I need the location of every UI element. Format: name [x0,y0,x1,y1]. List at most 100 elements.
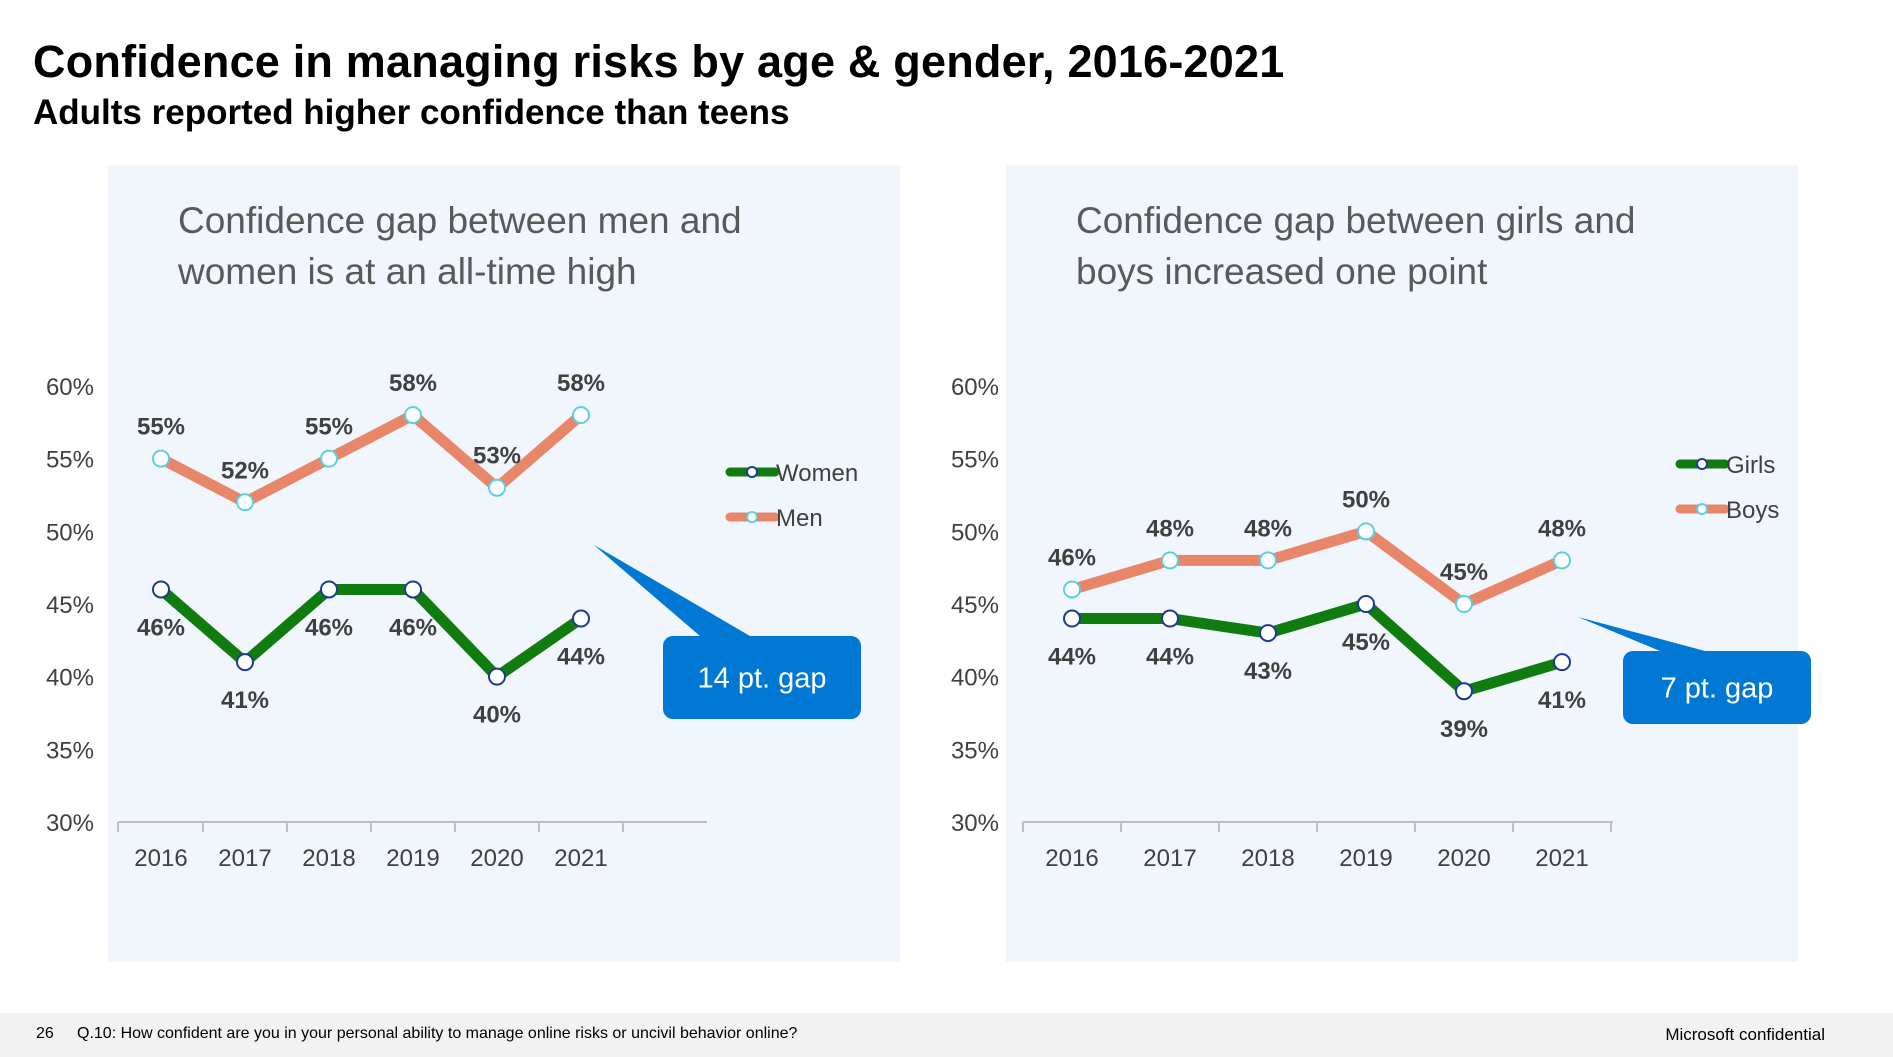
page-subtitle: Adults reported higher confidence than t… [33,93,790,132]
series-line-women [155,583,587,683]
data-label-men: 55% [305,414,353,441]
data-point-men [152,449,170,468]
data-point-boys [1063,580,1081,599]
data-label-boys: 45% [1440,559,1488,586]
data-label-women: 40% [473,702,521,729]
chart-title: Confidence gap between girls and boys in… [1076,200,1636,292]
x-tick-label: 2020 [470,845,523,872]
gap-callout-text: 7 pt. gap [1661,673,1774,705]
series-line-men [155,409,587,508]
data-point-boys [1455,595,1473,613]
y-tick-label: 35% [951,737,999,764]
y-tick-label: 30% [951,810,999,837]
legend-marker-men [746,511,758,523]
x-tick-label: 2020 [1437,845,1490,872]
data-point-men [236,493,254,512]
y-tick-label: 45% [951,592,999,619]
confidentiality-label: Microsoft confidential [1665,1025,1825,1044]
data-label-men: 58% [389,370,437,397]
data-label-women: 41% [221,687,269,714]
data-label-women: 46% [137,614,185,641]
y-tick-label: 55% [951,447,999,474]
y-tick-label: 45% [46,592,94,619]
series-line-girls [1066,598,1568,697]
data-label-girls: 44% [1048,644,1096,671]
page-title: Confidence in managing risks by age & ge… [33,36,1285,87]
x-tick-label: 2016 [134,845,187,872]
x-tick-label: 2019 [386,845,439,872]
x-tick-label: 2018 [302,845,355,872]
data-point-men [404,406,422,425]
data-label-women: 46% [389,614,437,641]
data-label-men: 53% [473,443,521,470]
data-point-women [320,580,338,599]
data-point-women [572,609,590,628]
data-point-girls [1063,609,1081,628]
x-tick-label: 2021 [1535,845,1588,872]
data-point-girls [1161,609,1179,628]
data-point-men [488,478,506,497]
x-tick-label: 2017 [218,845,271,872]
data-label-women: 44% [557,644,605,671]
data-label-girls: 41% [1538,687,1586,714]
x-tick-label: 2016 [1045,845,1098,872]
data-point-girls [1357,595,1375,613]
data-point-boys [1161,551,1179,570]
gap-callout [663,636,861,719]
chart-panel-adults: Confidence gap between men and women is … [108,165,900,962]
y-tick-label: 30% [46,810,94,837]
data-point-boys [1357,522,1375,541]
data-label-boys: 48% [1538,515,1586,542]
data-point-boys [1259,551,1277,570]
data-label-girls: 44% [1146,644,1194,671]
callout-pointer [1578,617,1705,651]
data-point-boys [1553,551,1571,570]
data-point-girls [1455,682,1473,701]
callout-pointer [594,545,750,636]
y-tick-label: 60% [46,374,94,401]
y-tick-label: 50% [46,519,94,546]
data-point-men [572,406,590,425]
data-label-men: 52% [221,457,269,484]
charts-canvas: 30% 35% 40% 45% 50% 55% 60% 2016 2017 2018 2019 202… [46,370,1811,872]
x-tick-label: 2018 [1241,845,1294,872]
y-tick-label: 35% [46,737,94,764]
footer: 26 Q.10: How confident are you in your p… [0,1013,1893,1057]
data-point-women [404,580,422,599]
series-line-boys [1066,525,1568,610]
data-label-women: 46% [305,614,353,641]
data-label-boys: 48% [1146,515,1194,542]
legend-label-girls: Girls [1726,452,1775,479]
survey-question: Q.10: How confident are you in your pers… [77,1025,798,1042]
data-point-women [236,653,254,672]
data-label-girls: 45% [1342,629,1390,656]
legend-label-women: Women [776,460,858,487]
chart-title: Confidence gap between men and women is … [178,200,742,292]
data-point-women [488,667,506,686]
legend-marker-women [746,466,758,478]
data-label-boys: 48% [1244,515,1292,542]
legend-label-men: Men [776,505,823,532]
data-label-boys: 50% [1342,486,1390,513]
x-tick-label: 2017 [1143,845,1196,872]
data-label-girls: 39% [1440,716,1488,743]
y-tick-label: 50% [951,519,999,546]
data-point-girls [1259,624,1277,643]
data-point-women [152,580,170,599]
data-label-boys: 46% [1048,544,1096,571]
legend-marker-girls [1696,458,1708,470]
x-tick-label: 2021 [554,845,607,872]
y-tick-label: 40% [46,665,94,692]
legend-label-boys: Boys [1726,497,1779,524]
legend-marker-boys [1696,503,1708,515]
data-label-men: 58% [557,370,605,397]
gap-callout-text: 14 pt. gap [698,663,827,695]
data-point-girls [1553,653,1571,672]
gap-callout [1623,651,1811,724]
y-tick-label: 40% [951,665,999,692]
x-tick-label: 2019 [1339,845,1392,872]
page-number: 26 [36,1025,54,1042]
data-label-girls: 43% [1244,658,1292,685]
y-tick-label: 55% [46,447,94,474]
y-tick-label: 60% [951,374,999,401]
